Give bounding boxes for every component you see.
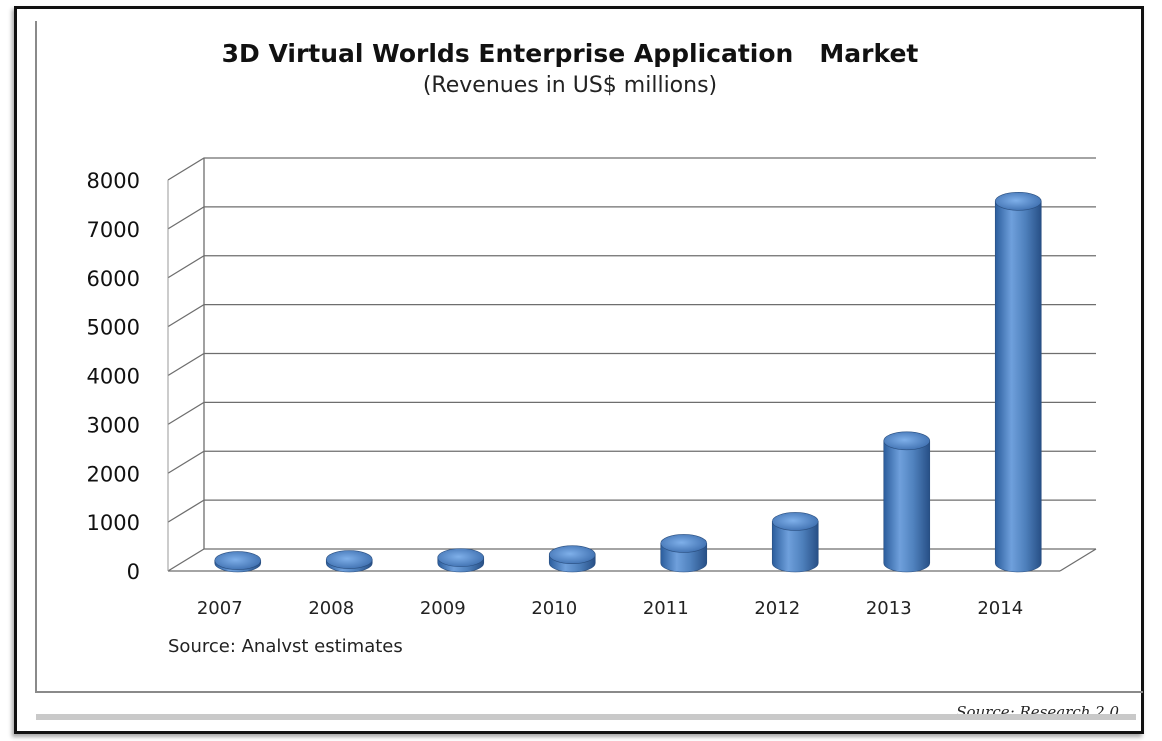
y-tick-label: 1000	[87, 511, 140, 535]
bar-cap	[883, 431, 931, 451]
y-tick-label: 4000	[87, 365, 140, 389]
chart-subtitle: (Revenues in US$ millions)	[423, 73, 717, 98]
bar-body	[883, 440, 931, 573]
x-tick-label: 2012	[754, 598, 800, 619]
bars	[214, 192, 1042, 573]
y-tick-label: 0	[127, 560, 140, 584]
bar	[771, 512, 819, 573]
bar	[883, 431, 931, 573]
x-tick-label: 2011	[643, 598, 689, 619]
floor-right-edge	[1059, 548, 1097, 572]
chart-note: Source: Analvst estimates	[168, 636, 403, 657]
bar-cap	[994, 192, 1042, 211]
bar	[214, 551, 262, 573]
grid-line	[167, 401, 1096, 425]
grid-lines	[167, 157, 1097, 572]
grid-line	[167, 255, 1096, 279]
grid-line	[167, 499, 1096, 523]
bar	[325, 550, 373, 573]
bar-cap	[437, 548, 485, 567]
x-tick-label: 2009	[420, 598, 466, 619]
x-tick-label: 2013	[866, 598, 912, 619]
bar-cap	[660, 534, 708, 553]
grid-line	[167, 206, 1096, 230]
chart-frame: Source: Research 2.0	[14, 6, 1144, 734]
divider	[36, 714, 1136, 720]
chart-title: 3D Virtual Worlds Enterprise Application…	[222, 39, 919, 68]
bar	[660, 534, 708, 573]
chart-panel	[35, 21, 1143, 693]
y-tick-label: 3000	[87, 413, 140, 437]
y-tick-label: 5000	[87, 316, 140, 340]
grid-line	[167, 157, 1096, 181]
x-axis-ticks: 2007 2008 2009 2010 2011 2012 2013 2014	[197, 598, 1023, 619]
bar-cap	[771, 512, 819, 531]
bar	[548, 545, 596, 573]
x-tick-label: 2010	[531, 598, 577, 619]
bar	[994, 192, 1042, 573]
grid-line	[167, 450, 1096, 474]
bar-cap	[548, 545, 596, 564]
grid-line	[167, 352, 1096, 377]
x-tick-label: 2014	[977, 598, 1023, 619]
bar-cap	[214, 551, 262, 570]
x-tick-label: 2008	[308, 598, 354, 619]
y-tick-label: 6000	[87, 267, 140, 291]
bar-cap	[325, 550, 373, 569]
y-axis-ticks: 0 1000 2000 3000 4000 5000 6000 7000 8000	[87, 169, 140, 584]
y-tick-label: 2000	[87, 462, 140, 486]
grid-line	[167, 548, 1096, 572]
bar-body	[994, 201, 1042, 573]
bar	[437, 548, 485, 573]
grid-line	[167, 303, 1096, 328]
y-tick-label: 7000	[87, 218, 140, 242]
y-tick-label: 8000	[87, 169, 140, 193]
x-tick-label: 2007	[197, 598, 243, 619]
bar-body	[771, 521, 819, 573]
